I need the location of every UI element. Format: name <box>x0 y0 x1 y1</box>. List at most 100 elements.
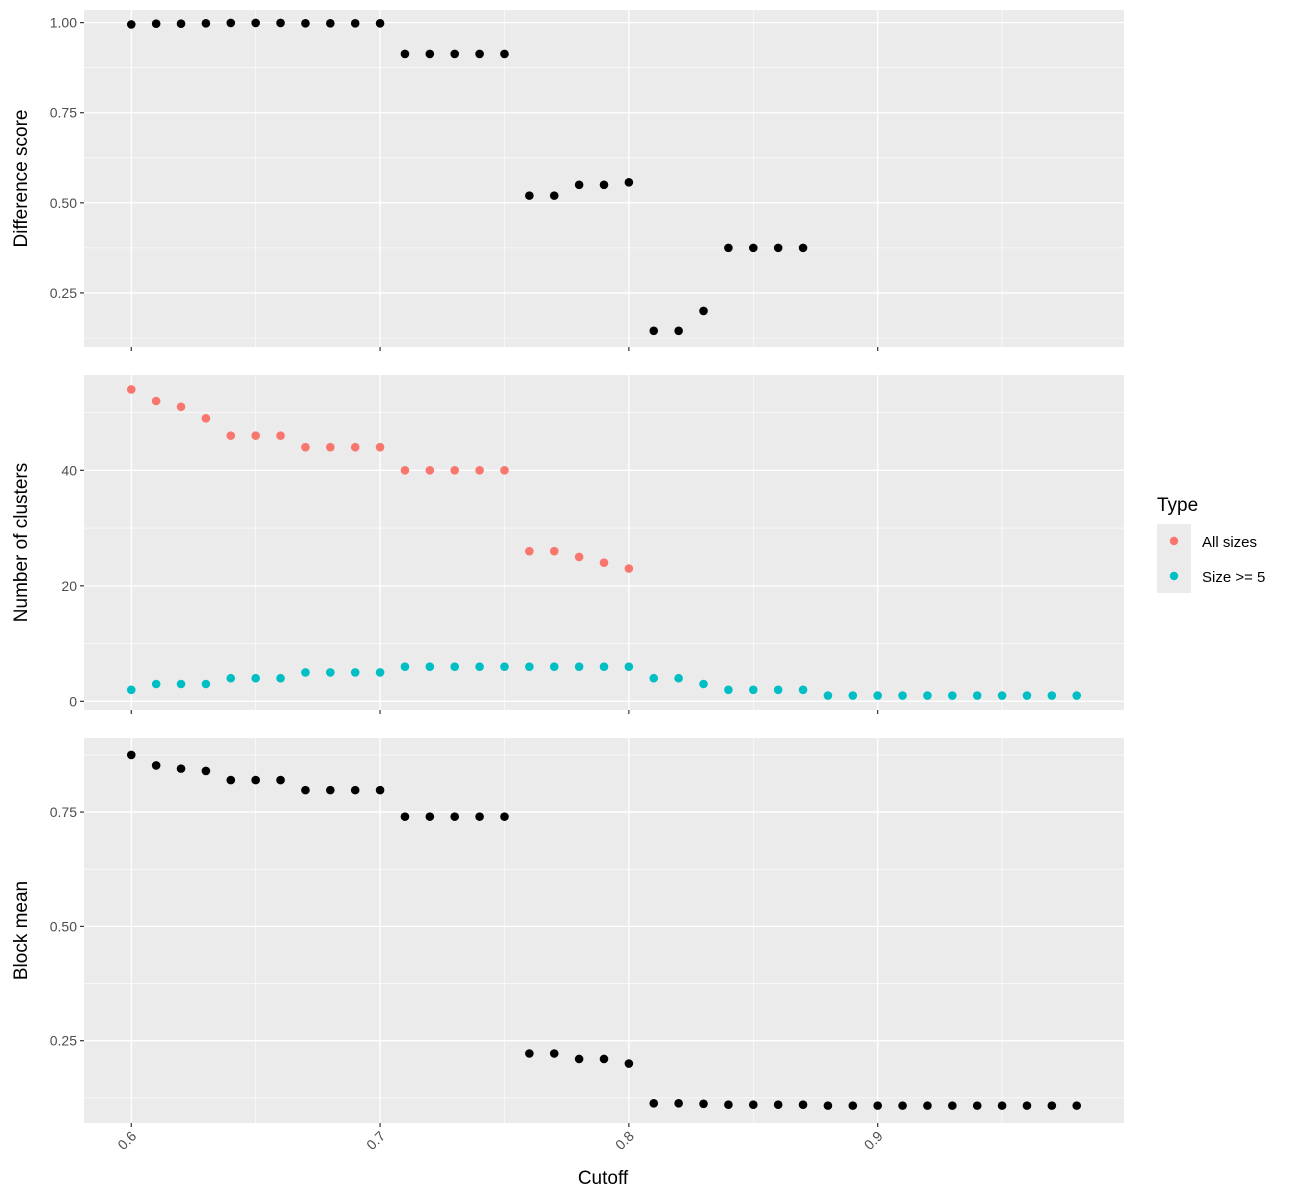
data-point <box>549 662 559 671</box>
data-point <box>226 775 236 785</box>
data-point <box>624 177 634 187</box>
data-point <box>574 180 584 190</box>
data-point <box>201 19 211 28</box>
data-point <box>326 668 335 677</box>
data-point <box>898 691 907 700</box>
x-tick-label: 0.7 <box>363 1128 388 1153</box>
y-axis-title: Block mean <box>11 881 32 980</box>
data-point <box>923 691 932 700</box>
data-point <box>1047 691 1057 700</box>
data-point <box>699 679 708 689</box>
data-point <box>126 750 136 760</box>
data-point <box>649 673 659 683</box>
data-point <box>848 1101 858 1110</box>
data-point <box>425 466 435 475</box>
data-point <box>425 662 435 671</box>
data-point <box>724 243 733 253</box>
data-point <box>301 785 310 795</box>
data-point <box>525 546 534 556</box>
data-point <box>1022 1101 1032 1110</box>
panel-2: 0 20 40 Number of clusters <box>11 375 1124 714</box>
data-point <box>997 691 1007 700</box>
panel-background <box>84 375 1124 710</box>
data-point <box>798 685 808 695</box>
data-point <box>450 662 460 671</box>
data-point <box>326 785 335 795</box>
panels-layer: 0.25 0.50 0.75 1.00 Difference score 0 20 40 Num… <box>11 10 1124 1153</box>
legend-title: Type <box>1157 495 1198 516</box>
data-point <box>450 812 460 821</box>
data-point <box>773 685 783 695</box>
legend: Type All sizes Size >= 5 <box>1157 495 1265 593</box>
x-tick-label: 0.9 <box>861 1128 886 1153</box>
data-point <box>972 691 982 700</box>
y-tick-label: 0 <box>69 693 77 709</box>
data-point <box>624 564 634 573</box>
data-point <box>475 662 484 671</box>
data-point <box>624 1059 634 1068</box>
data-point <box>674 1099 683 1108</box>
series-1 <box>126 750 1082 1110</box>
data-point <box>375 19 385 28</box>
data-point <box>1072 1101 1082 1110</box>
data-point <box>923 1101 932 1110</box>
y-tick-label: 0.25 <box>50 1033 77 1049</box>
y-tick-label: 0.50 <box>50 918 77 934</box>
data-point <box>375 668 385 677</box>
data-point <box>823 691 833 700</box>
series-1 <box>126 385 634 573</box>
data-point <box>276 18 285 28</box>
data-point <box>873 691 882 700</box>
data-point <box>574 552 584 562</box>
data-point <box>425 812 435 821</box>
data-point <box>649 1099 659 1108</box>
y-tick-label: 40 <box>61 462 77 478</box>
data-point <box>475 466 484 475</box>
data-point <box>126 20 136 29</box>
data-point <box>624 662 634 671</box>
x-tick-label: 0.8 <box>612 1128 637 1153</box>
data-point <box>176 19 186 28</box>
data-point <box>798 243 808 253</box>
data-point <box>599 180 609 190</box>
data-point <box>151 761 161 770</box>
data-point <box>201 414 211 423</box>
data-point <box>525 1049 534 1058</box>
data-point <box>748 1100 758 1110</box>
data-point <box>1047 1101 1057 1110</box>
data-point <box>773 243 783 253</box>
data-point <box>599 662 609 671</box>
data-point <box>649 326 659 336</box>
data-point <box>699 1099 708 1109</box>
data-point <box>151 679 161 689</box>
data-point <box>500 466 509 475</box>
y-tick-label: 0.75 <box>50 804 77 820</box>
data-point <box>948 691 957 700</box>
data-point <box>798 1100 808 1110</box>
data-point <box>500 49 509 59</box>
data-point <box>400 466 410 475</box>
legend-label-all-sizes: All sizes <box>1202 534 1257 551</box>
data-point <box>450 49 460 59</box>
data-point <box>301 19 310 28</box>
data-point <box>997 1101 1007 1110</box>
data-point <box>350 785 360 795</box>
data-point <box>301 668 310 677</box>
data-point <box>126 685 136 695</box>
data-point <box>276 431 285 440</box>
data-point <box>898 1101 907 1110</box>
data-point <box>599 1054 609 1064</box>
legend-key-all-sizes <box>1169 536 1179 546</box>
data-point <box>823 1101 833 1110</box>
y-tick-label: 0.75 <box>50 105 77 121</box>
data-point <box>525 662 534 671</box>
y-tick-label: 1.00 <box>50 15 77 31</box>
panel-1: 0.25 0.50 0.75 1.00 Difference score <box>11 10 1124 351</box>
data-point <box>724 685 733 695</box>
data-point <box>972 1101 982 1110</box>
data-point <box>400 49 410 59</box>
data-point <box>276 673 285 683</box>
data-point <box>500 662 509 671</box>
y-tick-label: 0.25 <box>50 285 77 301</box>
legend-key-background <box>1157 524 1191 593</box>
